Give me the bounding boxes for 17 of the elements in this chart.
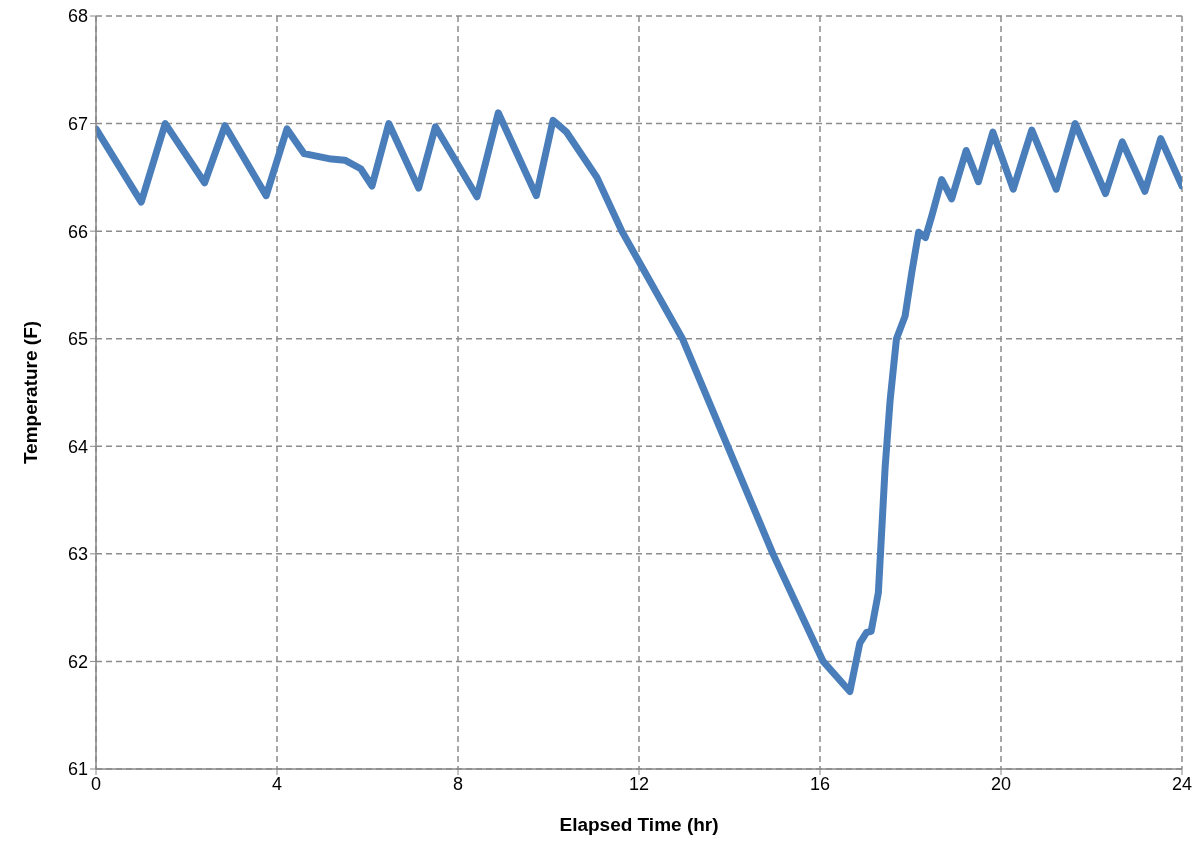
y-tick-label: 64 <box>67 436 88 457</box>
x-tick-label: 8 <box>452 773 464 794</box>
y-tick-label: 67 <box>67 113 88 134</box>
y-tick-label: 65 <box>67 329 88 350</box>
y-tick-label: 68 <box>67 6 88 27</box>
x-tick-label: 24 <box>1171 773 1193 794</box>
y-tick-label: 63 <box>67 544 88 565</box>
x-tick-label: 0 <box>90 773 102 794</box>
x-axis-title: Elapsed Time (hr) <box>559 814 719 835</box>
y-axis-title: Temperature (F) <box>19 320 41 465</box>
y-tick-label: 62 <box>67 651 88 672</box>
x-tick-label: 4 <box>271 773 283 794</box>
y-tick-label: 61 <box>67 759 88 780</box>
x-tick-label: 12 <box>628 773 650 794</box>
y-tick-label: 66 <box>67 221 88 242</box>
x-tick-label: 20 <box>990 773 1012 794</box>
x-tick-label: 16 <box>809 773 831 794</box>
